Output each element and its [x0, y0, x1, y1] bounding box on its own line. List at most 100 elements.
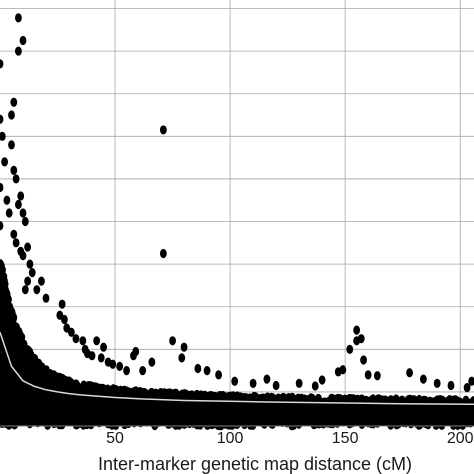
data-point	[93, 382, 101, 392]
data-point	[231, 376, 239, 386]
data-point	[63, 379, 71, 389]
data-point	[21, 285, 29, 295]
data-point	[0, 308, 5, 318]
data-point	[463, 383, 471, 393]
data-point	[215, 370, 222, 380]
data-point	[451, 395, 459, 405]
data-point	[33, 285, 41, 295]
data-point	[263, 374, 271, 384]
data-point	[346, 344, 354, 354]
data-point	[353, 325, 361, 335]
data-point	[0, 273, 6, 284]
data-point	[0, 59, 4, 69]
data-point	[10, 97, 18, 107]
data-point	[353, 336, 361, 346]
data-point	[360, 355, 367, 365]
point-cloud-core	[0, 320, 474, 426]
data-point	[0, 221, 4, 231]
data-point	[16, 329, 24, 339]
data-point	[21, 216, 29, 227]
grid	[0, 0, 474, 426]
data-point	[130, 351, 137, 361]
data-point	[0, 131, 6, 141]
x-tick-labels: 50 100 150 200	[106, 430, 473, 447]
data-point	[194, 363, 202, 374]
data-point	[10, 165, 18, 175]
data-point	[347, 393, 355, 404]
data-point	[202, 398, 210, 408]
data-point	[444, 402, 452, 412]
data-point	[5, 310, 13, 320]
data-point	[249, 378, 257, 388]
data-point	[20, 339, 28, 349]
data-point	[12, 238, 20, 248]
data-point	[61, 314, 68, 325]
data-point	[9, 319, 17, 329]
data-point	[180, 342, 188, 352]
data-point	[70, 387, 77, 397]
data-point	[178, 353, 186, 363]
data-point	[304, 399, 312, 409]
data-point	[67, 327, 75, 337]
data-point	[0, 182, 4, 193]
data-point	[17, 191, 25, 201]
data-point	[42, 293, 50, 303]
data-point	[136, 392, 144, 402]
x-axis-title: Inter-marker genetic map distance (cM)	[98, 454, 412, 474]
data-point	[34, 374, 42, 384]
data-point	[421, 400, 429, 411]
data-point	[109, 384, 117, 394]
data-point	[12, 174, 20, 184]
data-point	[272, 380, 280, 391]
data-point	[357, 394, 365, 404]
data-point	[28, 268, 36, 278]
data-point	[39, 374, 47, 384]
data-point	[8, 110, 15, 120]
data-point	[89, 392, 97, 402]
data-points	[0, 13, 474, 393]
data-point	[10, 229, 18, 239]
data-point	[13, 345, 21, 356]
data-point	[207, 391, 215, 402]
data-point	[130, 391, 137, 401]
data-point	[409, 395, 417, 405]
data-point	[229, 394, 237, 405]
data-point	[24, 242, 32, 252]
data-point	[8, 140, 15, 150]
data-point	[116, 361, 124, 371]
data-point	[468, 376, 474, 386]
data-point	[121, 386, 129, 396]
data-point	[430, 397, 438, 407]
data-point	[79, 336, 87, 346]
x-tick-label: 100	[217, 430, 244, 447]
data-point	[19, 35, 27, 46]
data-point	[173, 391, 181, 401]
data-point	[19, 208, 27, 218]
data-point	[203, 366, 211, 376]
data-point	[262, 399, 270, 409]
data-point	[139, 366, 147, 376]
data-point	[470, 396, 474, 406]
data-point	[0, 265, 6, 275]
data-point	[160, 393, 167, 403]
data-point	[76, 383, 84, 394]
data-point	[83, 382, 91, 392]
data-point	[24, 276, 32, 286]
trend-curve	[0, 332, 474, 406]
data-point	[34, 360, 42, 370]
data-point	[414, 398, 422, 408]
data-point	[109, 359, 117, 369]
data-point	[1, 287, 9, 297]
data-point	[419, 374, 427, 384]
data-point	[334, 399, 342, 409]
data-point	[334, 367, 342, 377]
data-point	[159, 248, 167, 259]
data-point	[29, 357, 37, 367]
data-point	[0, 114, 4, 124]
data-point	[58, 299, 66, 309]
data-point	[38, 276, 45, 286]
data-point	[15, 13, 22, 23]
data-point	[147, 391, 155, 401]
data-point	[159, 125, 167, 135]
